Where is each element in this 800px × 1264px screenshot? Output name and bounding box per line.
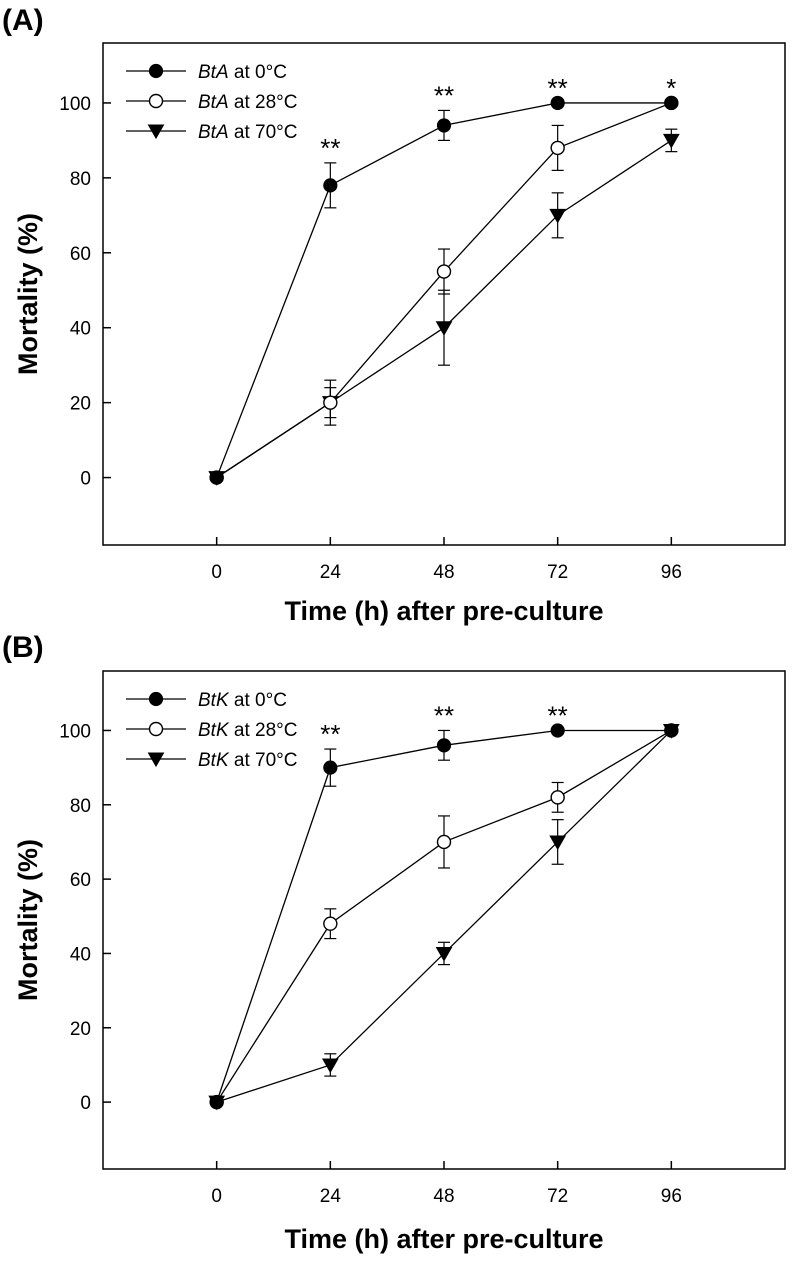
- data-point: [550, 95, 565, 111]
- series-line: [216, 729, 672, 1103]
- panel-label: (A): [2, 4, 44, 37]
- significance-annotation: **: [434, 80, 454, 110]
- legend-marker: [148, 93, 164, 109]
- y-tick-label: 40: [70, 319, 91, 340]
- y-tick-label: 100: [59, 721, 91, 742]
- y-tick-label: 80: [70, 796, 91, 817]
- significance-annotation: **: [320, 719, 340, 749]
- y-tick-label: 0: [80, 1093, 91, 1114]
- series-line: [216, 729, 672, 1103]
- y-tick-label: 40: [70, 944, 91, 965]
- panel-a: (A) 0 20 40 60 80 100 0 24 48 72 96 Time (h) after p…: [2, 4, 786, 626]
- data-point: [436, 834, 452, 850]
- x-tick-label: 96: [661, 562, 682, 583]
- significance-annotation: **: [548, 700, 568, 730]
- data-point: [209, 470, 224, 485]
- significance-annotation: **: [548, 73, 568, 103]
- y-tick-label: 80: [70, 169, 91, 190]
- x-tick-label: 0: [211, 562, 222, 583]
- x-tick-label: 24: [320, 1186, 342, 1207]
- x-tick-label: 0: [211, 1186, 222, 1207]
- data-point: [323, 760, 338, 775]
- data-point: [323, 178, 338, 193]
- data-point: [323, 395, 338, 410]
- y-tick-label: 60: [70, 244, 91, 265]
- series-line: [216, 729, 672, 1103]
- data-point: [550, 790, 565, 805]
- x-tick-label: 72: [547, 562, 568, 583]
- data-point: [323, 916, 338, 931]
- data-point: [435, 946, 453, 962]
- legend-marker: [148, 691, 164, 707]
- legend-label: BtA at 28°C: [198, 92, 297, 113]
- data-point: [436, 264, 452, 279]
- legend-marker: [147, 124, 165, 140]
- x-tick-label: 72: [547, 1186, 568, 1207]
- significance-annotation: **: [434, 700, 454, 730]
- data-point: [550, 723, 565, 738]
- x-axis-title: Time (h) after pre-culture: [284, 1224, 603, 1254]
- legend-label: BtK at 0°C: [198, 690, 287, 711]
- data-point: [550, 140, 565, 156]
- data-point: [664, 723, 679, 738]
- x-axis-title: Time (h) after pre-culture: [284, 596, 603, 626]
- data-point: [436, 738, 452, 753]
- y-tick-label: 100: [59, 94, 91, 115]
- y-axis-title: Mortality (%): [13, 839, 43, 1001]
- legend-marker: [148, 721, 164, 737]
- x-tick-label: 24: [320, 562, 342, 583]
- x-tick-label: 96: [661, 1186, 682, 1207]
- legend-marker: [147, 752, 165, 768]
- data-point: [435, 321, 453, 336]
- data-point: [436, 118, 452, 133]
- y-axis-title: Mortality (%): [13, 213, 43, 375]
- legend-label: BtA at 70°C: [198, 122, 297, 143]
- data-point: [662, 133, 680, 149]
- data-point: [321, 1058, 339, 1074]
- x-tick-label: 48: [433, 1186, 454, 1207]
- data-point: [209, 1095, 224, 1110]
- panel-label: (B): [2, 631, 44, 664]
- significance-annotation: *: [666, 73, 676, 103]
- data-point: [549, 208, 567, 224]
- significance-annotation: **: [320, 133, 340, 163]
- y-tick-label: 20: [70, 1019, 91, 1040]
- data-point: [549, 835, 567, 851]
- legend-label: BtK at 70°C: [198, 750, 297, 771]
- y-tick-label: 60: [70, 870, 91, 891]
- panel-b: (B) 0 20 40 60 80 100 0 24 48 72 96 Time (h) after p…: [2, 631, 786, 1254]
- y-tick-label: 20: [70, 394, 91, 415]
- legend-marker: [148, 63, 164, 79]
- legend-label: BtK at 28°C: [198, 720, 297, 741]
- legend-label: BtA at 0°C: [198, 62, 287, 83]
- y-tick-label: 0: [80, 469, 91, 490]
- data-point: [664, 95, 679, 111]
- x-tick-label: 48: [433, 562, 454, 583]
